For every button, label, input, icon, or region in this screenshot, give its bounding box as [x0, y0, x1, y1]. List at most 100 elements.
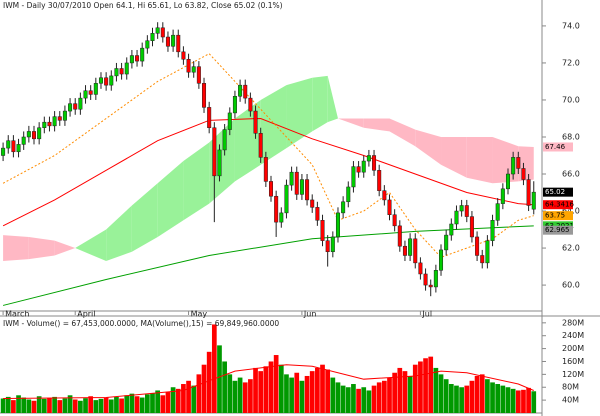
value-label: 64.3416 [545, 201, 574, 209]
volume-bar [500, 385, 506, 413]
volume-bar [217, 345, 222, 413]
candle-body [361, 160, 366, 173]
cloud [106, 205, 132, 262]
candle-body [289, 171, 294, 186]
volume-bar [26, 399, 32, 413]
volume-bar [160, 395, 166, 413]
candle-body [413, 238, 418, 264]
volume-bar [36, 396, 42, 413]
candle-body [341, 201, 346, 214]
candle-body [263, 157, 268, 182]
candle-body [248, 97, 253, 112]
volume-bar [52, 396, 57, 413]
candle-body [129, 55, 134, 64]
candle-body [165, 36, 170, 47]
candle-body [387, 199, 392, 215]
line-series [2, 117, 534, 227]
candle-body [16, 144, 21, 153]
candle-body [382, 190, 387, 201]
volume-bar [361, 387, 367, 413]
candle-body [217, 149, 222, 177]
volume-bar [114, 396, 119, 413]
volume-bar [186, 380, 191, 413]
candle-body [480, 255, 485, 264]
volume-bar [57, 400, 63, 413]
candle-body [521, 168, 526, 180]
volume-bar [273, 355, 279, 413]
volume-bar [196, 374, 202, 413]
candle-body [294, 171, 299, 195]
volume-bar [304, 375, 310, 413]
volume-bar [222, 361, 227, 413]
candle-body [464, 205, 469, 217]
candle-body [11, 140, 16, 153]
cloud [157, 161, 184, 237]
candle-body [104, 77, 109, 86]
cloud [337, 118, 364, 128]
volume-bar [397, 367, 403, 413]
candle-body [238, 84, 243, 97]
volume-bar [242, 382, 248, 413]
candle-body [32, 131, 37, 140]
x-tick-label: March [5, 310, 29, 319]
candle-body [268, 181, 274, 197]
volume-bar [381, 380, 387, 413]
volume-bar [16, 395, 21, 413]
volume-bar [206, 351, 212, 413]
volume-bar [150, 393, 155, 413]
volume-bar [531, 391, 537, 413]
volume-bar [469, 380, 475, 413]
volume-bar [139, 397, 145, 413]
volume-bar [119, 398, 124, 413]
candle-body [335, 212, 340, 238]
x-tick-label: Jul [421, 310, 432, 319]
cloud [131, 183, 158, 252]
volume-bar [144, 394, 150, 413]
candle-body [454, 210, 459, 225]
volume-bar [309, 371, 315, 413]
candle-body [160, 27, 165, 38]
volume-bar [407, 375, 413, 413]
candle-body [212, 127, 217, 177]
candle-body [397, 225, 402, 247]
x-tick-label: April [77, 310, 95, 319]
volume-bar [320, 364, 325, 413]
candle-body [279, 212, 284, 223]
volume-bar [392, 372, 398, 413]
volume-bar [315, 367, 320, 413]
volume-bar [170, 387, 176, 413]
volume-bar [93, 400, 99, 413]
candle-body [52, 116, 57, 127]
volume-bar [340, 385, 346, 413]
volume-bar [387, 377, 392, 413]
volume-bar [454, 385, 459, 413]
candle-body [93, 83, 98, 95]
candle-body [299, 179, 304, 195]
y-tick-label: 80M [562, 383, 579, 392]
volume-bar [448, 384, 454, 413]
candle-body [310, 199, 315, 208]
candle-body [284, 184, 289, 214]
candle-body [62, 110, 67, 121]
candle-body [459, 205, 464, 212]
candle-body [418, 262, 423, 275]
volume-bar [325, 369, 331, 413]
candle-body [495, 203, 500, 221]
candle-body [372, 155, 377, 171]
volume-bar [181, 384, 186, 413]
value-label: 65.02 [545, 188, 565, 196]
cloud [260, 85, 287, 165]
x-tick-label: May [191, 310, 208, 319]
volume-bar [201, 364, 207, 413]
volume-bar [515, 390, 521, 413]
candle-body [475, 236, 480, 256]
volume-bar [366, 390, 372, 413]
candle-body [408, 238, 413, 256]
candle-body [145, 40, 150, 49]
candle-body [57, 116, 62, 121]
candle-body [315, 207, 320, 221]
volume-bar [5, 396, 11, 413]
candle-body [243, 84, 248, 99]
candle-body [428, 284, 433, 288]
candle-body [88, 90, 93, 95]
